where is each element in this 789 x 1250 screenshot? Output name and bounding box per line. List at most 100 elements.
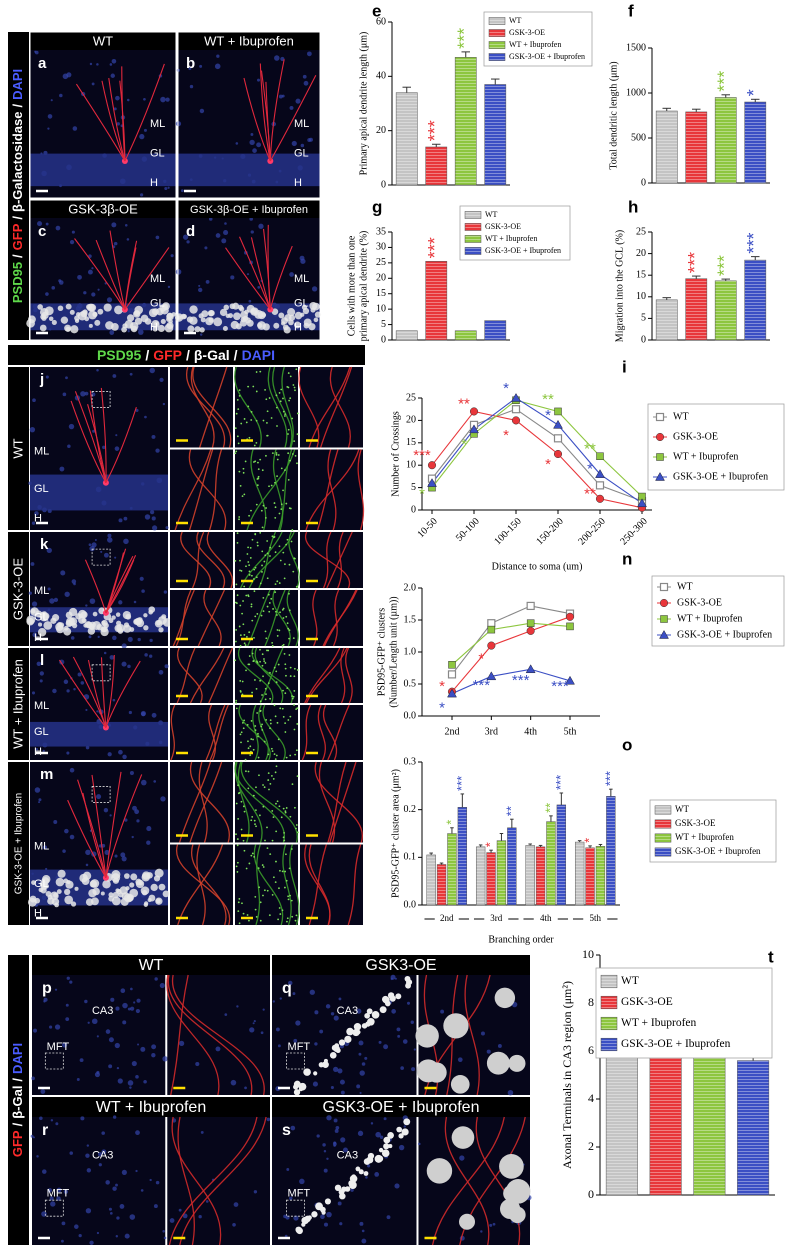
puncta xyxy=(267,779,270,781)
puncta xyxy=(281,609,284,611)
puncta xyxy=(273,666,276,669)
nucleus xyxy=(233,1202,239,1207)
dendrite xyxy=(347,844,362,926)
y-tick-label: 20 xyxy=(406,415,416,426)
puncta xyxy=(239,484,242,487)
nucleus xyxy=(50,1201,56,1207)
y-tick-label: 15 xyxy=(376,288,386,299)
bar xyxy=(685,278,708,341)
puncta xyxy=(242,727,245,730)
nucleus-white xyxy=(295,1226,301,1232)
puncta xyxy=(287,895,290,898)
nucleus-white xyxy=(92,611,98,617)
nucleus-white xyxy=(246,304,255,313)
marker xyxy=(487,619,496,628)
legend-swatch xyxy=(600,974,618,989)
micrograph xyxy=(32,1117,166,1245)
puncta xyxy=(270,417,273,419)
nucleus-white xyxy=(348,1181,357,1189)
puncta xyxy=(269,853,272,856)
puncta xyxy=(250,605,253,608)
nucleus xyxy=(230,1079,237,1086)
micrograph xyxy=(167,1117,270,1245)
nucleus xyxy=(80,391,86,397)
nucleus xyxy=(249,1027,255,1033)
nucleus xyxy=(492,1222,496,1226)
dendrite xyxy=(237,647,274,704)
nucleus-white xyxy=(105,321,114,330)
series-line xyxy=(451,605,571,675)
puncta xyxy=(264,839,266,842)
nucleus-white xyxy=(111,615,116,620)
puncta xyxy=(247,747,250,750)
nucleus xyxy=(42,749,45,752)
legend-swatch xyxy=(488,53,506,61)
nucleus-white xyxy=(100,627,109,637)
nucleus xyxy=(258,223,264,229)
legend-swatch xyxy=(488,29,506,37)
nucleus-white xyxy=(229,303,236,310)
puncta xyxy=(268,788,270,791)
panel-letter: e xyxy=(372,1,381,20)
x-tick-label: 50-100 xyxy=(454,516,482,544)
puncta xyxy=(265,398,268,401)
nucleus-white xyxy=(388,1144,393,1149)
puncta xyxy=(234,659,237,662)
puncta xyxy=(255,916,258,918)
nucleus xyxy=(459,1155,465,1161)
nucleus xyxy=(230,275,235,280)
dendrite xyxy=(87,404,107,483)
dendrite xyxy=(167,974,253,1096)
stain-part: DAPI xyxy=(242,347,275,363)
nucleus xyxy=(162,1230,165,1233)
puncta xyxy=(292,384,295,386)
puncta xyxy=(265,637,268,640)
puncta xyxy=(273,704,276,707)
significance: *** xyxy=(715,71,735,92)
puncta xyxy=(248,631,251,634)
puncta xyxy=(245,594,248,597)
nucleus xyxy=(198,284,201,287)
nucleus xyxy=(69,767,75,773)
legend-swatch xyxy=(464,235,482,243)
nucleus xyxy=(486,1049,491,1054)
nucleus-white xyxy=(288,314,296,321)
nucleus xyxy=(42,1169,47,1174)
panel-title: WT + Ibuprofen xyxy=(96,1099,206,1116)
stain-label: GFP/β-Gal/DAPI xyxy=(10,1043,25,1157)
nucleus xyxy=(257,286,261,289)
nucleus xyxy=(342,1147,348,1153)
nucleus xyxy=(45,375,49,379)
legend-swatch xyxy=(654,833,672,843)
puncta xyxy=(256,484,259,487)
nucleus-white xyxy=(398,1133,404,1139)
puncta xyxy=(259,660,261,663)
layer-label: H xyxy=(150,177,158,189)
nucleus xyxy=(32,632,38,638)
nucleus xyxy=(359,1091,362,1095)
dendrite xyxy=(172,974,265,1096)
nucleus xyxy=(299,1178,305,1185)
nucleus xyxy=(124,818,128,822)
nucleus-white xyxy=(144,901,149,906)
puncta xyxy=(261,469,264,472)
nucleus xyxy=(127,1080,134,1086)
puncta xyxy=(243,633,246,636)
legend-label: GSK-3-OE xyxy=(621,996,673,1008)
nucleus xyxy=(121,1169,127,1175)
dendrite xyxy=(166,974,220,1096)
nucleus xyxy=(85,1208,92,1214)
bar xyxy=(574,841,585,906)
nucleus xyxy=(182,1213,188,1219)
puncta xyxy=(278,805,281,808)
puncta xyxy=(260,725,263,728)
nucleus-white xyxy=(219,308,228,317)
nucleus xyxy=(77,672,82,677)
puncta xyxy=(252,578,255,580)
nucleus xyxy=(63,679,69,685)
dendrite xyxy=(250,237,271,310)
nucleus xyxy=(135,1169,138,1173)
nucleus xyxy=(31,691,36,695)
dendrite xyxy=(185,366,226,448)
y-tick-label: 8 xyxy=(588,995,594,1009)
